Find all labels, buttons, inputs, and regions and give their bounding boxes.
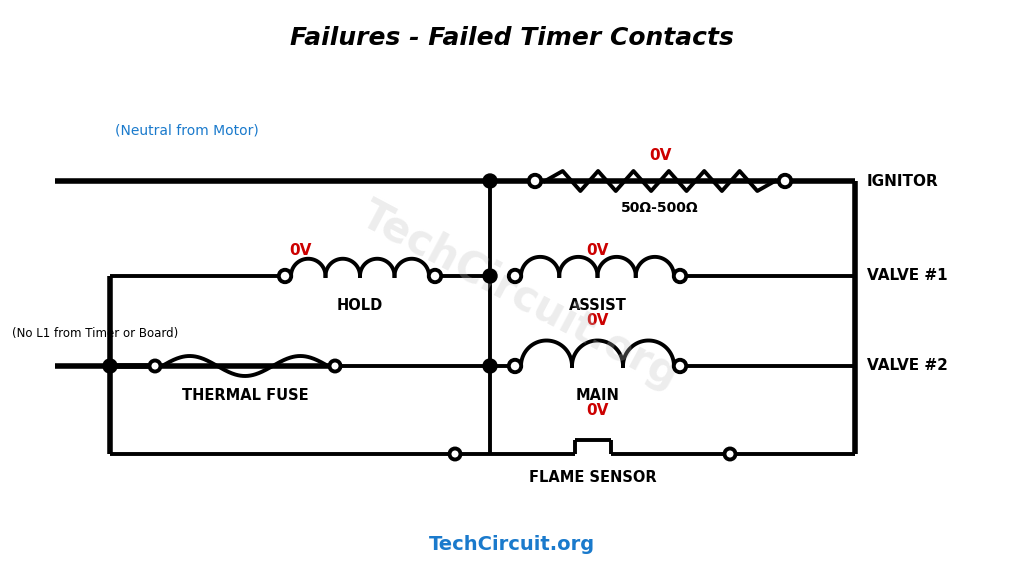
Circle shape: [279, 270, 291, 282]
Circle shape: [725, 449, 735, 460]
Text: TechCircuit.org: TechCircuit.org: [354, 194, 686, 397]
Text: IGNITOR: IGNITOR: [867, 173, 939, 188]
Text: (Neutral from Motor): (Neutral from Motor): [115, 124, 259, 138]
Circle shape: [674, 360, 686, 372]
Circle shape: [779, 175, 792, 187]
Text: TechCircuit.org: TechCircuit.org: [429, 535, 595, 554]
Circle shape: [528, 175, 542, 187]
Text: 0V: 0V: [587, 313, 608, 328]
Circle shape: [103, 359, 117, 373]
Text: ASSIST: ASSIST: [568, 298, 627, 313]
Text: VALVE #2: VALVE #2: [867, 358, 948, 373]
Circle shape: [330, 361, 341, 372]
Text: 0V: 0V: [649, 148, 671, 163]
Circle shape: [483, 174, 497, 188]
Circle shape: [509, 270, 521, 282]
Text: 0V: 0V: [289, 243, 311, 258]
Text: FLAME SENSOR: FLAME SENSOR: [528, 470, 656, 485]
Circle shape: [509, 360, 521, 372]
Circle shape: [150, 361, 161, 372]
Text: VALVE #1: VALVE #1: [867, 268, 947, 283]
Text: 0V: 0V: [587, 403, 608, 418]
Circle shape: [483, 269, 497, 283]
Circle shape: [450, 449, 461, 460]
Circle shape: [674, 270, 686, 282]
Text: 0V: 0V: [587, 243, 608, 258]
Text: THERMAL FUSE: THERMAL FUSE: [181, 388, 308, 403]
Circle shape: [429, 270, 441, 282]
Text: (No L1 from Timer or Board): (No L1 from Timer or Board): [12, 328, 178, 340]
Text: HOLD: HOLD: [337, 298, 383, 313]
Circle shape: [483, 359, 497, 373]
Text: Failures - Failed Timer Contacts: Failures - Failed Timer Contacts: [290, 26, 734, 50]
Text: 50Ω-500Ω: 50Ω-500Ω: [622, 201, 698, 215]
Text: MAIN: MAIN: [575, 388, 620, 403]
